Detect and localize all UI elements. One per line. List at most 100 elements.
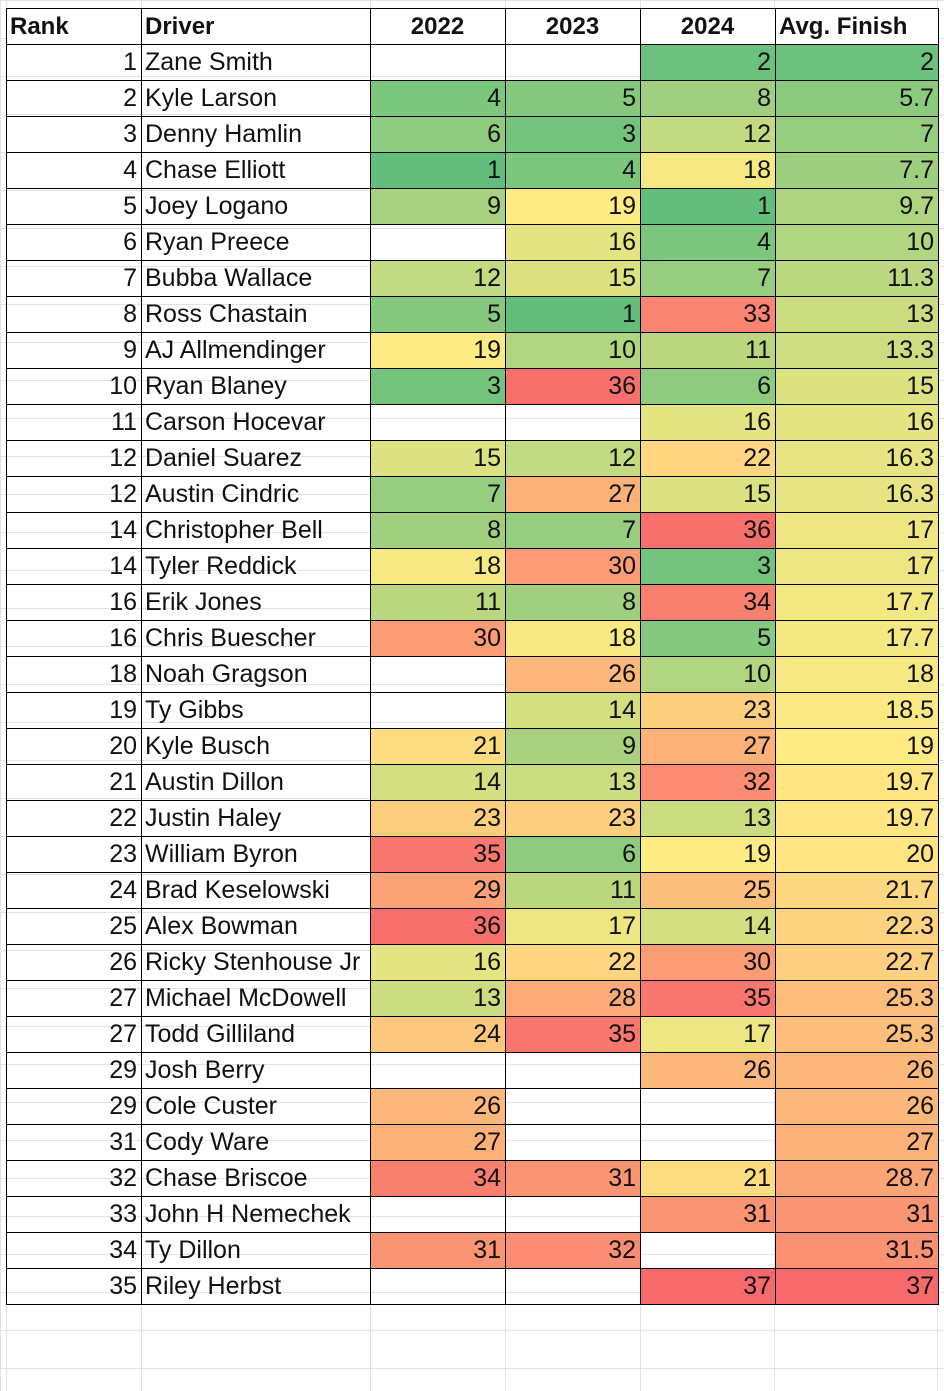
driver-cell[interactable]: Todd Gilliland — [141, 1016, 371, 1053]
driver-cell[interactable]: Zane Smith — [141, 44, 371, 81]
cell-2023[interactable]: 26 — [505, 656, 641, 693]
cell-2023[interactable] — [505, 1124, 641, 1161]
cell-2023[interactable]: 5 — [505, 80, 641, 117]
avg-finish-cell[interactable]: 27 — [775, 1124, 939, 1161]
driver-cell[interactable]: Ricky Stenhouse Jr — [141, 944, 371, 981]
avg-finish-cell[interactable]: 19.7 — [775, 800, 939, 837]
cell-2023[interactable]: 12 — [505, 440, 641, 477]
driver-cell[interactable]: Austin Cindric — [141, 476, 371, 513]
driver-cell[interactable]: Cody Ware — [141, 1124, 371, 1161]
cell-2022[interactable]: 9 — [370, 188, 506, 225]
driver-cell[interactable]: Alex Bowman — [141, 908, 371, 945]
driver-cell[interactable]: Brad Keselowski — [141, 872, 371, 909]
cell-2022[interactable]: 27 — [370, 1124, 506, 1161]
rank-cell[interactable]: 29 — [6, 1052, 142, 1089]
driver-cell[interactable]: Justin Haley — [141, 800, 371, 837]
cell-2024[interactable]: 19 — [640, 836, 776, 873]
cell-2024[interactable]: 5 — [640, 620, 776, 657]
rank-cell[interactable]: 31 — [6, 1124, 142, 1161]
cell-2022[interactable]: 13 — [370, 980, 506, 1017]
driver-cell[interactable]: Austin Dillon — [141, 764, 371, 801]
driver-cell[interactable]: Cole Custer — [141, 1088, 371, 1125]
driver-cell[interactable]: Michael McDowell — [141, 980, 371, 1017]
cell-2023[interactable] — [505, 1088, 641, 1125]
avg-finish-cell[interactable]: 15 — [775, 368, 939, 405]
cell-2023[interactable] — [505, 1196, 641, 1233]
rank-cell[interactable]: 33 — [6, 1196, 142, 1233]
cell-2022[interactable] — [370, 404, 506, 441]
cell-2022[interactable]: 31 — [370, 1232, 506, 1269]
cell-2022[interactable] — [370, 692, 506, 729]
rank-cell[interactable]: 10 — [6, 368, 142, 405]
cell-2023[interactable]: 28 — [505, 980, 641, 1017]
rank-cell[interactable]: 6 — [6, 224, 142, 261]
rank-cell[interactable]: 21 — [6, 764, 142, 801]
rank-cell[interactable]: 1 — [6, 44, 142, 81]
cell-2022[interactable]: 7 — [370, 476, 506, 513]
rank-cell[interactable]: 2 — [6, 80, 142, 117]
driver-cell[interactable]: Denny Hamlin — [141, 116, 371, 153]
cell-2022[interactable] — [370, 1196, 506, 1233]
avg-finish-cell[interactable]: 31.5 — [775, 1232, 939, 1269]
rank-cell[interactable]: 27 — [6, 1016, 142, 1053]
rank-cell[interactable]: 14 — [6, 548, 142, 585]
cell-2023[interactable]: 18 — [505, 620, 641, 657]
driver-cell[interactable]: Chase Elliott — [141, 152, 371, 189]
cell-2024[interactable]: 27 — [640, 728, 776, 765]
cell-2022[interactable] — [370, 44, 506, 81]
cell-2022[interactable]: 5 — [370, 296, 506, 333]
cell-2024[interactable]: 18 — [640, 152, 776, 189]
cell-2023[interactable]: 11 — [505, 872, 641, 909]
avg-finish-cell[interactable]: 10 — [775, 224, 939, 261]
cell-2024[interactable]: 6 — [640, 368, 776, 405]
avg-finish-cell[interactable]: 7.7 — [775, 152, 939, 189]
driver-cell[interactable]: Ryan Blaney — [141, 368, 371, 405]
cell-2022[interactable]: 21 — [370, 728, 506, 765]
cell-2022[interactable]: 23 — [370, 800, 506, 837]
rank-cell[interactable]: 27 — [6, 980, 142, 1017]
avg-finish-cell[interactable]: 9.7 — [775, 188, 939, 225]
cell-2023[interactable] — [505, 1268, 641, 1305]
cell-2024[interactable]: 8 — [640, 80, 776, 117]
driver-cell[interactable]: Noah Gragson — [141, 656, 371, 693]
driver-cell[interactable]: Ty Gibbs — [141, 692, 371, 729]
cell-2023[interactable]: 32 — [505, 1232, 641, 1269]
cell-2024[interactable]: 7 — [640, 260, 776, 297]
cell-2022[interactable]: 14 — [370, 764, 506, 801]
avg-finish-cell[interactable]: 19 — [775, 728, 939, 765]
rank-cell[interactable]: 4 — [6, 152, 142, 189]
cell-2023[interactable]: 17 — [505, 908, 641, 945]
cell-2022[interactable]: 26 — [370, 1088, 506, 1125]
cell-2024[interactable]: 1 — [640, 188, 776, 225]
cell-2023[interactable] — [505, 44, 641, 81]
cell-2023[interactable]: 3 — [505, 116, 641, 153]
rank-cell[interactable]: 12 — [6, 476, 142, 513]
cell-2022[interactable]: 8 — [370, 512, 506, 549]
driver-cell[interactable]: Ty Dillon — [141, 1232, 371, 1269]
cell-2023[interactable]: 6 — [505, 836, 641, 873]
cell-2022[interactable] — [370, 1052, 506, 1089]
cell-2022[interactable]: 19 — [370, 332, 506, 369]
cell-2023[interactable]: 8 — [505, 584, 641, 621]
avg-finish-cell[interactable]: 22.3 — [775, 908, 939, 945]
driver-cell[interactable]: Riley Herbst — [141, 1268, 371, 1305]
avg-finish-cell[interactable]: 17 — [775, 512, 939, 549]
cell-2024[interactable]: 21 — [640, 1160, 776, 1197]
cell-2023[interactable] — [505, 1052, 641, 1089]
cell-2023[interactable]: 4 — [505, 152, 641, 189]
cell-2024[interactable]: 31 — [640, 1196, 776, 1233]
cell-2024[interactable]: 17 — [640, 1016, 776, 1053]
avg-finish-cell[interactable]: 31 — [775, 1196, 939, 1233]
header-2023[interactable]: 2023 — [505, 8, 641, 45]
avg-finish-cell[interactable]: 26 — [775, 1088, 939, 1125]
driver-cell[interactable]: Kyle Busch — [141, 728, 371, 765]
avg-finish-cell[interactable]: 7 — [775, 116, 939, 153]
avg-finish-cell[interactable]: 21.7 — [775, 872, 939, 909]
header-2024[interactable]: 2024 — [640, 8, 776, 45]
cell-2024[interactable]: 11 — [640, 332, 776, 369]
rank-cell[interactable]: 26 — [6, 944, 142, 981]
cell-2024[interactable]: 14 — [640, 908, 776, 945]
cell-2022[interactable]: 15 — [370, 440, 506, 477]
avg-finish-cell[interactable]: 16.3 — [775, 440, 939, 477]
driver-cell[interactable]: Bubba Wallace — [141, 260, 371, 297]
